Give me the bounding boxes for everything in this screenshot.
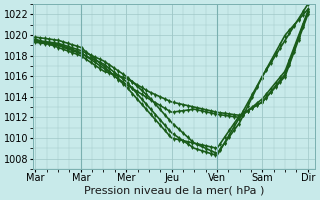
X-axis label: Pression niveau de la mer( hPa ): Pression niveau de la mer( hPa ) bbox=[84, 186, 264, 196]
